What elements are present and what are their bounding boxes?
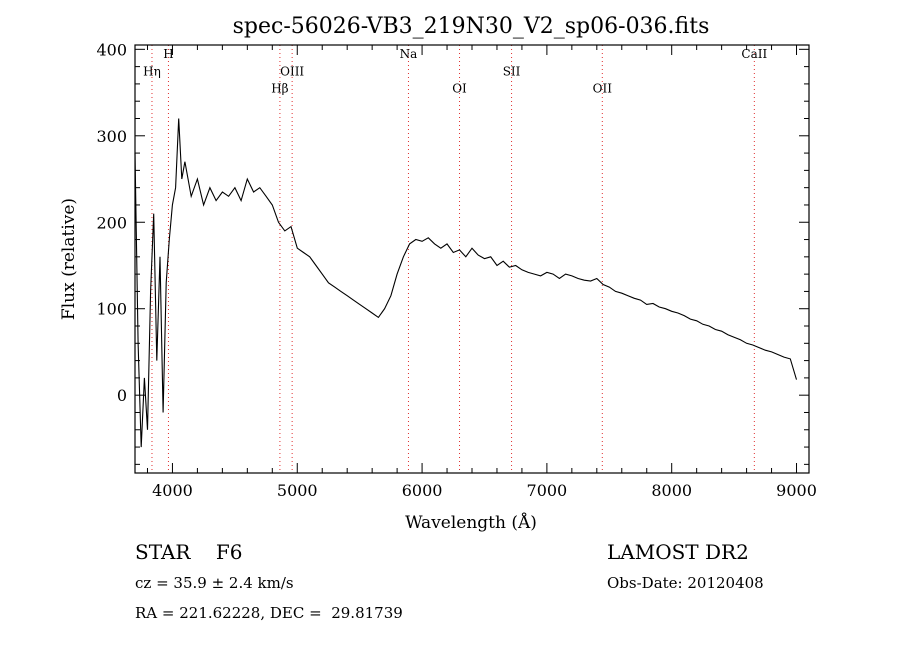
object-class: STAR F6 [135, 540, 243, 564]
spectrum-line [134, 118, 798, 448]
x-axis-label: Wavelength (Å) [405, 512, 537, 533]
line-marker-label: OII [593, 82, 613, 96]
line-markers: HηH Hβ OIII Na OI SII OII CaII [143, 45, 767, 473]
y-tick-label: 200 [96, 213, 127, 232]
line-marker-label: Hη [143, 64, 161, 78]
observation-date: Obs-Date: 20120408 [607, 574, 764, 592]
y-tick-label: 400 [96, 40, 127, 59]
redshift-cz: cz = 35.9 ± 2.4 km/s [135, 574, 294, 592]
y-axis: 0 100 200 300 400 [96, 40, 809, 465]
y-tick-label: 0 [117, 386, 127, 405]
x-tick-label: 7000 [527, 481, 568, 500]
survey-name: LAMOST DR2 [607, 540, 749, 564]
line-marker-label: Na [400, 47, 418, 61]
y-axis-label: Flux (relative) [59, 198, 79, 320]
x-axis: 4000 5000 6000 7000 8000 9000 [146, 45, 817, 500]
line-marker-label: CaII [741, 47, 767, 61]
x-tick-label: 8000 [651, 481, 692, 500]
line-marker-label: OI [452, 82, 467, 96]
y-tick-label: 300 [96, 127, 127, 146]
spectrum-series [134, 118, 798, 448]
x-tick-label: 6000 [402, 481, 443, 500]
x-tick-label: 5000 [277, 481, 318, 500]
line-marker-label: OIII [280, 64, 304, 78]
line-marker-label: SII [503, 64, 521, 78]
plot-frame [134, 44, 810, 474]
line-marker-label: Hβ [271, 82, 288, 96]
chart-title: spec-56026-VB3_219N30_V2_sp06-036.fits [233, 14, 710, 39]
y-tick-label: 100 [96, 300, 127, 319]
line-marker-label: H [163, 47, 173, 61]
ra-dec-coordinates: RA = 221.62228, DEC = 29.81739 [135, 604, 403, 622]
x-tick-label: 9000 [776, 481, 817, 500]
x-tick-label: 4000 [152, 481, 193, 500]
